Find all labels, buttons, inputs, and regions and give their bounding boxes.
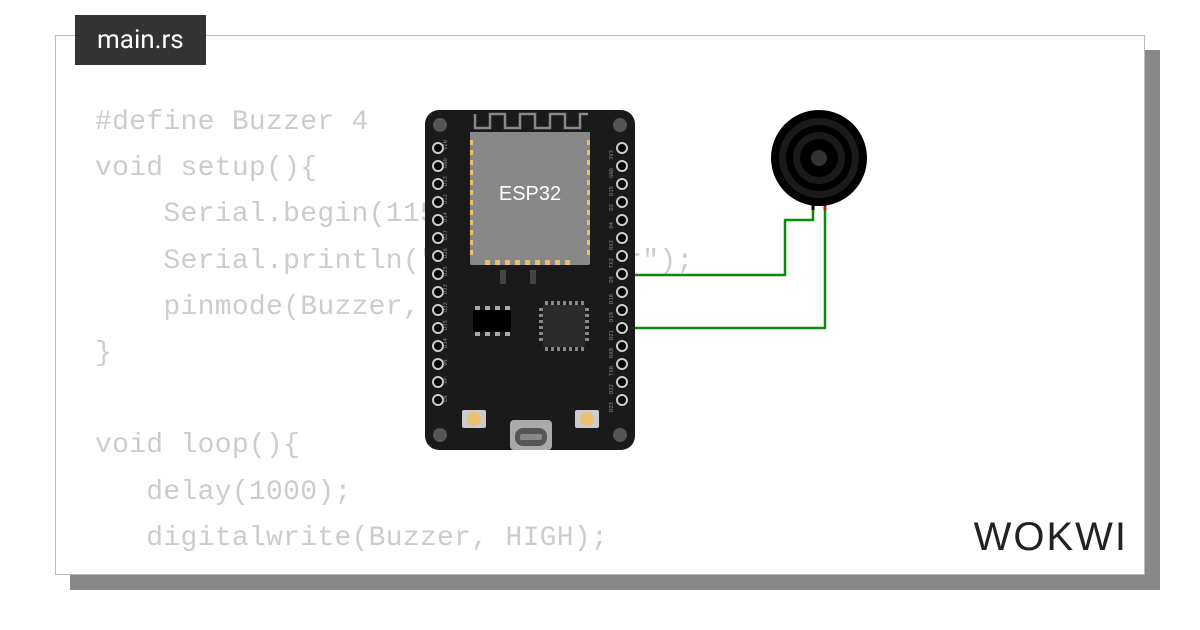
svg-text:D5: D5 (609, 276, 615, 283)
svg-text:D34: D34 (443, 337, 449, 348)
svg-text:VIN: VIN (443, 140, 449, 150)
svg-text:D25: D25 (443, 266, 449, 276)
svg-text:VP: VP (443, 377, 449, 384)
svg-text:D12: D12 (443, 194, 449, 204)
svg-text:RX0: RX0 (609, 348, 615, 358)
svg-text:D4: D4 (609, 221, 615, 228)
svg-text:D19: D19 (609, 312, 615, 322)
svg-text:RX2: RX2 (609, 240, 615, 250)
svg-text:TX2: TX2 (609, 258, 615, 268)
esp32-board: VIN GND D13 D12 D14 D27 D26 D25 D33 D32 … (425, 110, 635, 450)
buzzer-component (771, 110, 867, 210)
left-pins (433, 143, 443, 405)
file-tab[interactable]: main.rs (75, 15, 206, 65)
svg-text:D27: D27 (443, 230, 449, 240)
svg-text:D14: D14 (443, 211, 449, 222)
svg-text:D32: D32 (443, 302, 449, 312)
brand-logo: WOKWI (974, 515, 1128, 560)
svg-text:D35: D35 (443, 320, 449, 330)
svg-text:D26: D26 (443, 248, 449, 258)
svg-text:GND: GND (609, 168, 615, 178)
wires (635, 206, 825, 328)
svg-text:3V3: 3V3 (609, 150, 615, 160)
board-label: ESP32 (499, 183, 561, 205)
svg-text:GND: GND (443, 158, 449, 168)
svg-text:VN: VN (443, 359, 449, 366)
svg-text:D13: D13 (443, 176, 449, 186)
svg-text:TX0: TX0 (609, 366, 615, 376)
svg-text:D33: D33 (443, 284, 449, 294)
reset-button[interactable] (462, 410, 486, 428)
svg-text:D22: D22 (609, 384, 615, 394)
svg-text:D18: D18 (609, 294, 615, 304)
circuit-diagram: VIN GND D13 D12 D14 D27 D26 D25 D33 D32 … (415, 110, 935, 470)
boot-button[interactable] (575, 410, 599, 428)
right-pins (617, 143, 627, 405)
svg-text:D15: D15 (609, 186, 615, 196)
svg-text:D23: D23 (609, 402, 615, 412)
svg-text:EN: EN (443, 395, 449, 402)
svg-text:D2: D2 (609, 204, 615, 211)
svg-text:D21: D21 (609, 330, 615, 340)
